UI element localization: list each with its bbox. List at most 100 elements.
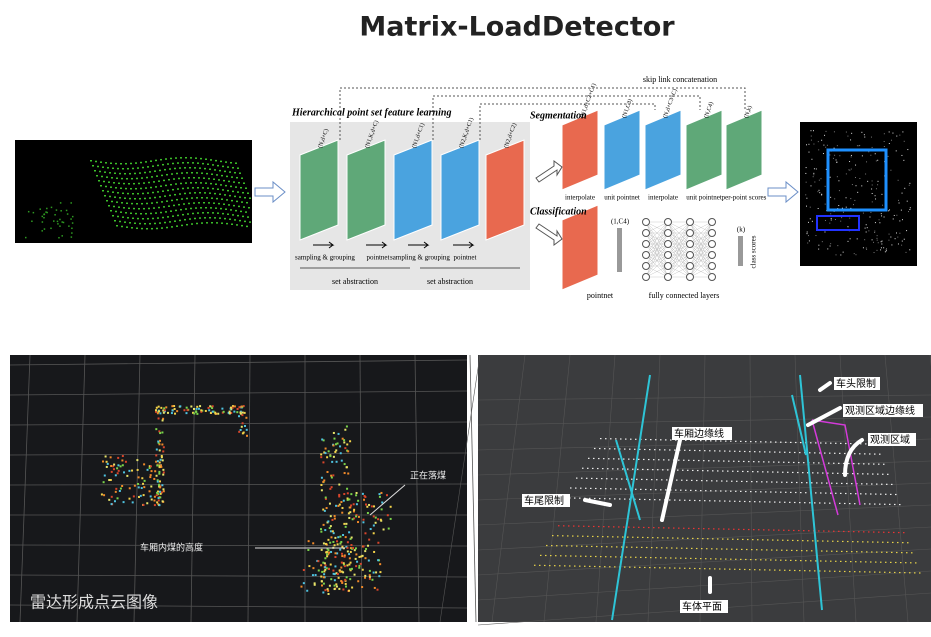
point xyxy=(117,167,119,170)
point xyxy=(41,215,44,218)
point xyxy=(327,520,330,523)
point xyxy=(176,172,178,175)
point xyxy=(320,575,323,578)
point xyxy=(610,488,612,490)
point xyxy=(136,227,138,230)
point xyxy=(334,536,337,539)
point xyxy=(838,180,840,182)
point xyxy=(647,468,649,471)
point xyxy=(890,169,892,171)
point xyxy=(112,468,115,471)
point xyxy=(110,503,113,506)
point xyxy=(796,549,798,552)
point xyxy=(116,467,119,470)
point xyxy=(158,410,161,413)
point xyxy=(778,529,780,531)
point xyxy=(789,501,791,503)
point xyxy=(137,495,140,498)
point xyxy=(822,540,824,542)
point xyxy=(806,231,808,233)
point xyxy=(642,536,644,539)
point xyxy=(650,557,652,559)
point xyxy=(302,569,305,572)
point xyxy=(105,185,107,188)
point xyxy=(225,184,227,187)
point xyxy=(879,571,881,573)
point xyxy=(137,482,140,485)
point xyxy=(534,564,536,566)
point xyxy=(565,555,567,557)
point xyxy=(856,238,858,240)
point xyxy=(212,164,214,166)
point xyxy=(849,217,851,219)
point xyxy=(679,567,681,569)
point xyxy=(854,199,856,201)
point xyxy=(751,481,753,483)
point xyxy=(814,181,816,183)
point xyxy=(754,501,756,503)
point xyxy=(241,432,244,435)
point xyxy=(798,529,800,532)
point xyxy=(605,556,607,558)
point xyxy=(232,214,234,216)
point xyxy=(143,486,146,489)
point xyxy=(732,538,734,540)
point xyxy=(104,171,106,173)
point xyxy=(602,536,604,538)
point xyxy=(859,571,861,573)
point xyxy=(157,417,160,420)
point xyxy=(797,539,799,542)
point xyxy=(863,531,865,533)
point xyxy=(684,567,686,569)
point xyxy=(903,140,905,142)
page-title: Matrix-LoadDetector xyxy=(359,12,675,43)
point xyxy=(139,494,142,497)
point xyxy=(375,571,378,574)
point xyxy=(342,534,345,537)
point xyxy=(637,468,639,470)
point xyxy=(847,472,849,475)
point xyxy=(620,488,622,490)
point xyxy=(835,492,837,494)
point xyxy=(330,476,333,479)
point xyxy=(605,488,607,490)
point xyxy=(187,162,189,164)
point xyxy=(829,502,831,504)
point xyxy=(709,500,711,502)
point xyxy=(224,217,226,220)
detection-box xyxy=(816,215,860,231)
point xyxy=(766,549,768,551)
point xyxy=(313,582,316,585)
point xyxy=(610,438,612,440)
point xyxy=(769,501,771,503)
point xyxy=(113,205,115,208)
point xyxy=(779,451,781,453)
point xyxy=(110,464,113,467)
point xyxy=(754,569,756,571)
point xyxy=(852,204,854,206)
point xyxy=(240,210,242,213)
point xyxy=(763,529,765,531)
point xyxy=(629,566,631,568)
point xyxy=(751,549,753,551)
point xyxy=(116,201,118,203)
point xyxy=(847,240,849,242)
point xyxy=(312,567,315,570)
point xyxy=(361,492,364,495)
point xyxy=(545,554,547,557)
point xyxy=(662,469,664,471)
point xyxy=(249,197,251,199)
point xyxy=(771,549,773,551)
point xyxy=(144,171,146,174)
point xyxy=(725,558,727,560)
point xyxy=(125,212,127,214)
point xyxy=(368,575,371,578)
point xyxy=(716,548,718,550)
point xyxy=(867,473,869,475)
point xyxy=(333,437,336,440)
point xyxy=(203,202,205,204)
point xyxy=(58,236,60,239)
fc-edge xyxy=(667,221,691,245)
point xyxy=(759,569,761,571)
point xyxy=(236,224,238,226)
